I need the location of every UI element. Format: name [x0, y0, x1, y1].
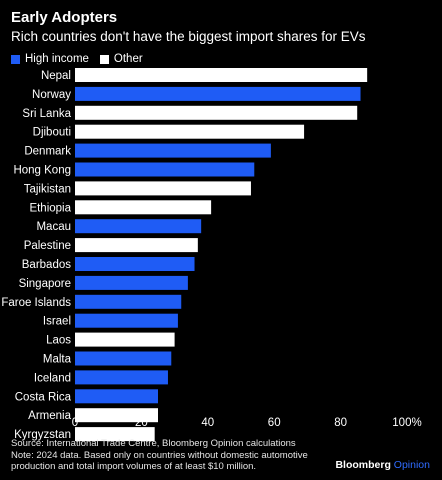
bar-armenia	[75, 408, 158, 423]
bar-singapore	[75, 275, 188, 290]
category-label-faroe-islands: Faroe Islands	[1, 297, 71, 309]
brand-sub: Opinion	[393, 459, 430, 471]
category-label-sri-lanka: Sri Lanka	[22, 108, 71, 120]
category-label-djibouti: Djibouti	[33, 127, 71, 139]
chart-title: Early Adopters	[11, 9, 118, 26]
x-tick-label: 60	[268, 417, 281, 429]
category-label-laos: Laos	[46, 335, 71, 347]
source-note: Source: International Trade Centre, Bloo…	[11, 438, 296, 449]
bar-hong-kong	[75, 162, 255, 177]
category-label-armenia: Armenia	[28, 410, 71, 422]
category-label-ethiopia: Ethiopia	[29, 202, 71, 214]
x-tick-label: 20	[135, 417, 148, 429]
x-tick-label: 80	[334, 417, 347, 429]
bar-denmark	[75, 143, 271, 158]
bar-faroe-islands	[75, 294, 182, 309]
bar-israel	[75, 313, 178, 328]
category-label-denmark: Denmark	[24, 146, 71, 158]
bar-nepal	[75, 68, 368, 82]
category-label-tajikistan: Tajikistan	[24, 183, 71, 195]
legend-item-other: Other	[99, 53, 143, 65]
bar-sri-lanka	[75, 105, 358, 120]
bar-iceland	[75, 370, 168, 385]
bar-ethiopia	[75, 200, 212, 215]
bar-costa-rica	[75, 389, 158, 404]
legend-swatch-high-income	[11, 54, 20, 64]
chart-subtitle: Rich countries don't have the biggest im…	[11, 29, 366, 44]
footer-notes: Source: International Trade Centre, Bloo…	[11, 438, 308, 473]
category-label-iceland: Iceland	[34, 372, 71, 384]
bloomberg-opinion-logo: Bloomberg Opinion	[335, 459, 430, 471]
bar-tajikistan	[75, 181, 251, 196]
bar-djibouti	[75, 124, 305, 139]
category-label-israel: Israel	[43, 316, 71, 328]
legend: High income Other	[11, 53, 154, 65]
bar-macau	[75, 219, 202, 234]
data-note-line-1: Note: 2024 data. Based only on countries…	[11, 449, 308, 461]
category-label-singapore: Singapore	[19, 278, 71, 290]
bar-laos	[75, 332, 175, 347]
category-label-malta: Malta	[43, 354, 72, 366]
category-label-hong-kong: Hong Kong	[13, 165, 71, 177]
category-label-palestine: Palestine	[24, 240, 71, 252]
bar-barbados	[75, 257, 195, 271]
bar-norway	[75, 86, 361, 101]
brand-main: Bloomberg	[335, 459, 391, 471]
bar-kyrgyzstan	[75, 427, 155, 442]
category-label-costa-rica: Costa Rica	[15, 391, 72, 403]
bar-malta	[75, 351, 172, 366]
x-tick-label: 40	[201, 417, 214, 429]
category-label-nepal: Nepal	[41, 70, 71, 82]
legend-label-high-income: High income	[25, 53, 89, 65]
x-tick-label: 100%	[392, 417, 421, 429]
bar-palestine	[75, 238, 198, 253]
category-label-kyrgyzstan: Kyrgyzstan	[14, 429, 71, 441]
legend-swatch-other	[99, 54, 109, 64]
category-label-barbados: Barbados	[22, 259, 71, 271]
category-label-norway: Norway	[32, 89, 71, 101]
data-note-line-2: production and total import volumes of a…	[11, 461, 257, 472]
legend-item-high-income: High income	[11, 53, 89, 65]
x-tick-label: 0	[72, 417, 78, 429]
legend-label-other: Other	[113, 53, 143, 65]
category-label-macau: Macau	[36, 221, 71, 233]
